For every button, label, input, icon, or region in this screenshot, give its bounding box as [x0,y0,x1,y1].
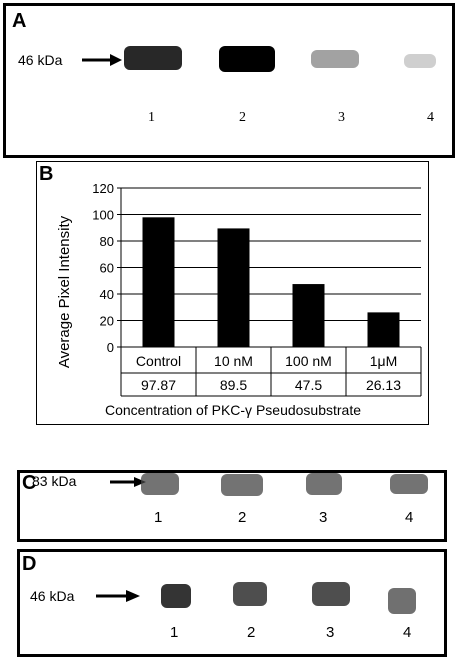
panel-d-band-3 [312,582,350,606]
panel-d-band-1 [161,584,191,608]
panel-c-band-3 [306,473,342,495]
panel-c-lane-2: 2 [238,509,247,526]
panel-d-band-2 [233,582,267,606]
value-label-3: 47.5 [295,377,322,393]
panel-a-lane-4: 4 [427,110,434,125]
panel-a-band-3 [311,50,359,68]
panel-d-band-4 [388,588,416,614]
bar-1 [142,217,175,347]
panel-d-lane-1: 1 [170,624,179,641]
panel-a-band-4 [404,54,436,68]
x-category-label-4: 1μM [370,353,398,369]
panel-a-marker-label: 46 kDa [18,52,63,68]
panel-b-label: B [39,163,54,185]
panel-c-band-1 [141,473,179,495]
panel-d-lane-4: 4 [403,624,412,641]
panel-c-marker-arrow [110,477,146,487]
panel-c-lane-1: 1 [154,509,163,526]
panel-d-label: D [22,553,37,575]
panel-c-lane-4: 4 [405,509,414,526]
value-label-4: 26.13 [366,377,401,393]
panel-c-marker-label: 83 kDa [32,473,77,489]
x-category-label-1: Control [136,353,181,369]
panel-d: D 46 kDa 1 2 3 4 [17,549,447,657]
panel-a: A 46 kDa 1 2 3 4 [3,3,455,158]
y-tick-label-20: 20 [100,314,114,329]
panel-b: B 0 20 40 60 80 100 120 Control 97.87 10 nM 89.5 10… [36,161,429,425]
y-tick-label-80: 80 [100,234,114,249]
y-tick-label-120: 120 [92,181,114,196]
x-category-label-3: 100 nM [285,353,332,369]
x-category-label-2: 10 nM [214,353,253,369]
panel-d-marker-arrow [96,590,140,602]
y-tick-label-60: 60 [100,261,114,276]
bar-3 [292,284,325,347]
y-axis-title: Average Pixel Intensity [56,215,73,368]
panel-d-lane-2: 2 [247,624,256,641]
bar-chart: 0 20 40 60 80 100 120 Control 97.87 10 nM 89.5 100 … [56,181,422,418]
panel-a-lane-1: 1 [148,110,155,125]
panel-a-band-2 [219,46,275,72]
panel-c-lane-3: 3 [319,509,328,526]
panel-a-lane-3: 3 [338,110,345,125]
panel-c-band-2 [221,474,263,496]
y-tick-label-40: 40 [100,287,114,302]
panel-c-label: C [22,472,37,494]
panel-c-band-4 [390,474,428,494]
value-label-2: 89.5 [220,377,247,393]
panel-a-lane-2: 2 [239,110,246,125]
value-label-1: 97.87 [141,377,176,393]
panel-a-label: A [12,10,27,32]
x-axis-title: Concentration of PKC-γ Pseudosubstrate [105,402,361,418]
panel-d-marker-label: 46 kDa [30,588,75,604]
panel-c: C 83 kDa 1 2 3 4 [17,470,447,542]
panel-a-marker-arrow [82,54,122,66]
y-tick-label-0: 0 [107,340,114,355]
panel-d-lane-3: 3 [326,624,335,641]
bar-4 [367,312,400,347]
y-tick-label-100: 100 [92,208,114,223]
bar-2 [217,228,250,347]
panel-a-band-1 [124,46,182,70]
